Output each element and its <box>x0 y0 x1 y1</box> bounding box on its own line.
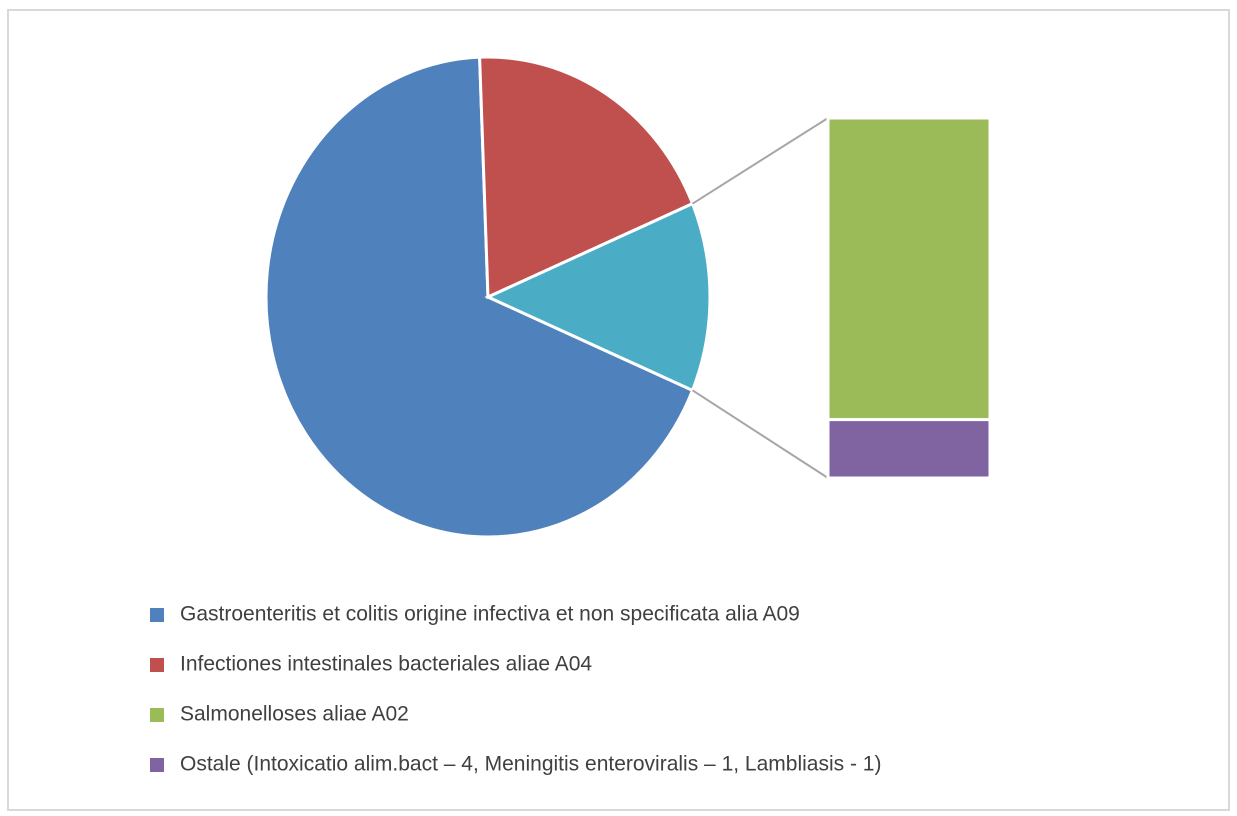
pie-slice <box>264 55 695 539</box>
legend-label: Ostale (Intoxicatio alim.bact – 4, Menin… <box>180 753 881 776</box>
legend-swatch <box>150 658 164 672</box>
legend-swatch <box>150 708 164 722</box>
pie-slice <box>478 55 695 300</box>
chart-border <box>7 9 1230 811</box>
connector-line <box>691 117 829 205</box>
pie-slice <box>484 201 712 393</box>
legend-label: Salmonelloses aliae A02 <box>180 703 409 726</box>
bar-segment <box>826 418 992 480</box>
legend-label: Infectiones intestinales bacteriales ali… <box>180 653 592 676</box>
bar-segment <box>826 116 992 422</box>
legend-swatch <box>150 758 164 772</box>
legend-label: Gastroenteritis et colitis origine infec… <box>180 603 800 626</box>
connector-line <box>691 389 829 479</box>
legend-swatch <box>150 608 164 622</box>
